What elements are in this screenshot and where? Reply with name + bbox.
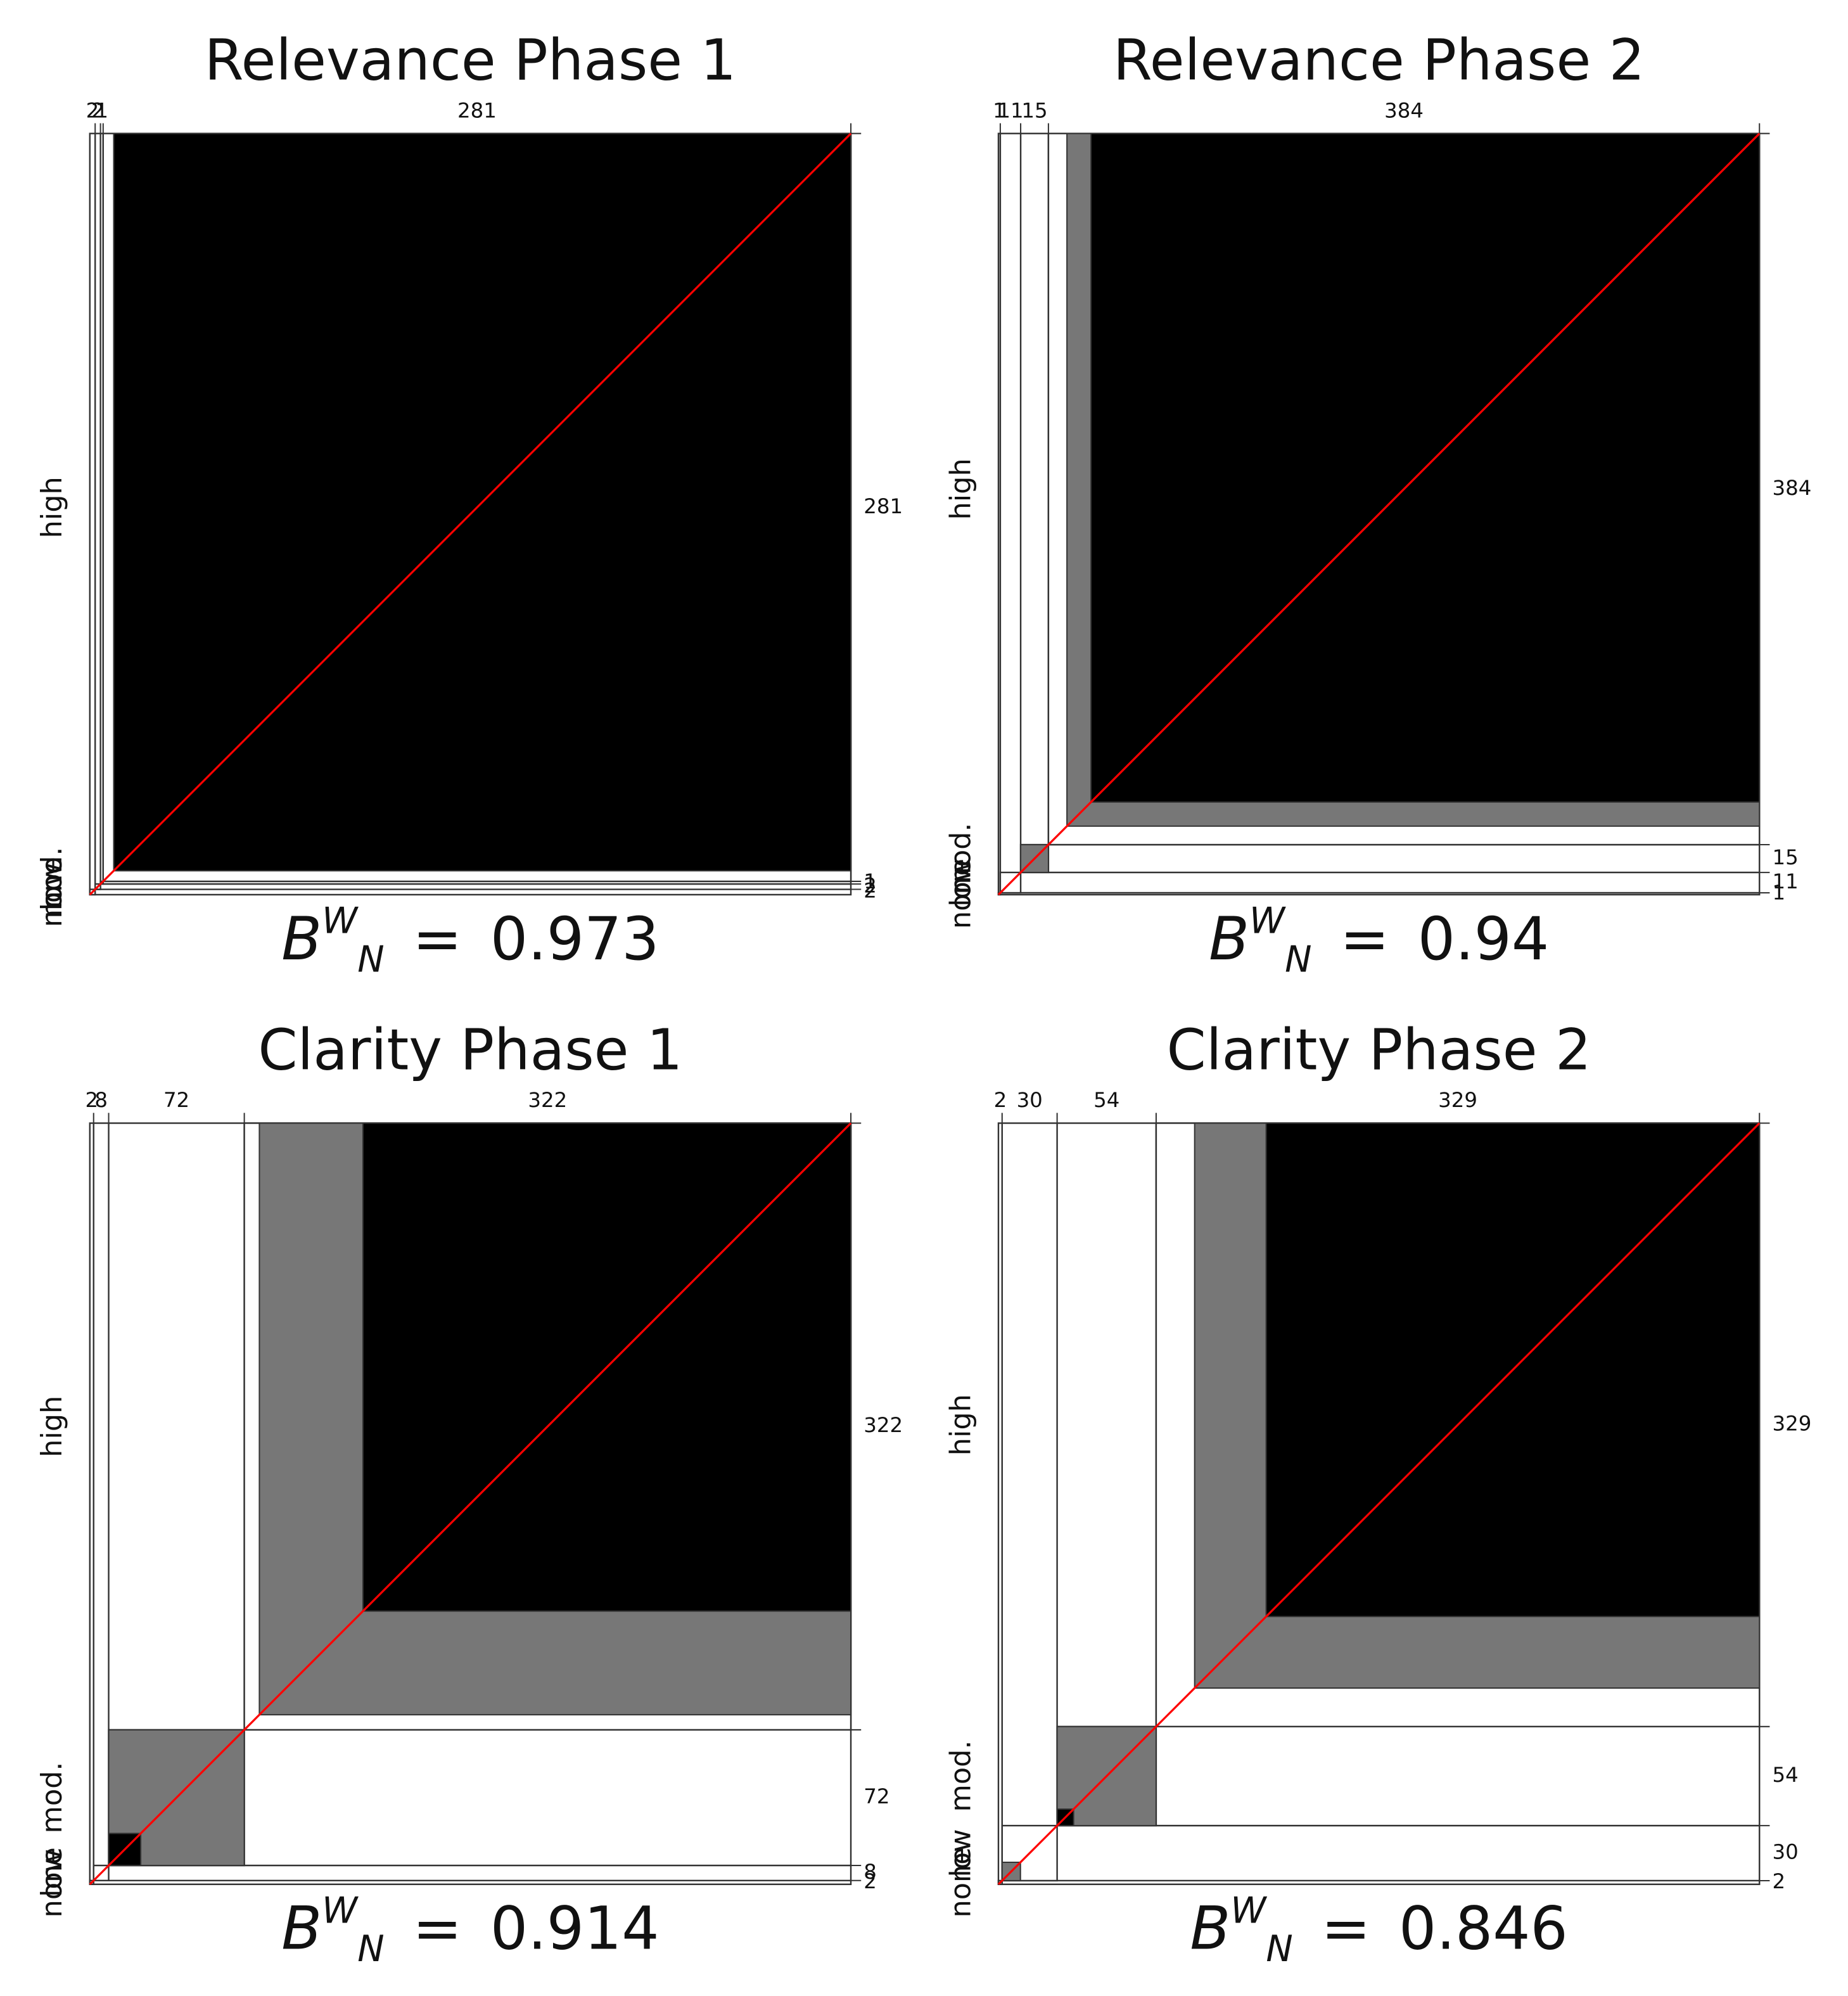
panel: Relevance Phase 122none22low11mod.281281… — [35, 28, 903, 980]
statistic-subscript: N — [357, 1928, 384, 1970]
right-tick-label: 30 — [1772, 1840, 1798, 1864]
chart-title: Clarity Phase 1 — [258, 1018, 682, 1084]
statistic-symbol: B — [1190, 1895, 1230, 1963]
diagonal — [997, 132, 1761, 896]
category-label: low — [35, 1849, 68, 1897]
statistic-operator: = — [1340, 905, 1389, 973]
right-tick-label: 72 — [863, 1784, 889, 1808]
statistic-value: 0.914 — [490, 1895, 660, 1963]
category-label: none — [35, 1847, 68, 1917]
category-label: high — [35, 477, 68, 538]
statistic-symbol: B — [1209, 905, 1249, 973]
right-tick-label: 2 — [863, 873, 877, 897]
statistic-operator: = — [1321, 1895, 1370, 1963]
category-label: mod. — [944, 822, 977, 894]
top-tick-label: 322 — [528, 1088, 567, 1112]
right-tick-label: 2 — [863, 879, 877, 903]
statistic-value: 0.94 — [1418, 905, 1549, 973]
top-tick-label: 54 — [1093, 1088, 1119, 1112]
right-tick-label: 329 — [1772, 1412, 1811, 1436]
category-label: none — [35, 857, 68, 927]
statistic-operator: = — [412, 905, 462, 973]
right-tick-label: 2 — [1772, 1869, 1785, 1893]
statistic: BWN = 0.94 — [1209, 900, 1549, 980]
top-tick-label: 15 — [1021, 98, 1047, 122]
panel: Clarity Phase 2 2 2 none 30 30 low 54 54 mod. 329 3… — [944, 1018, 1811, 1970]
diagonal — [997, 1122, 1761, 1885]
chart-title: Relevance Phase 1 — [205, 28, 737, 94]
statistic: BWN = 0.846 — [1190, 1890, 1567, 1970]
top-tick-label: 329 — [1438, 1088, 1477, 1112]
top-tick-label: 11 — [997, 98, 1023, 122]
statistic-subscript: N — [357, 938, 384, 980]
category-label: high — [944, 1394, 977, 1455]
right-tick-label: 384 — [1772, 476, 1811, 500]
top-tick-label: 2 — [86, 98, 99, 122]
chart-title: Relevance Phase 2 — [1113, 28, 1645, 94]
category-label: low — [944, 1829, 977, 1877]
right-tick-label: 281 — [863, 494, 903, 518]
category-label: high — [35, 1396, 68, 1457]
top-tick-label: 72 — [163, 1088, 189, 1112]
statistic-value: 0.846 — [1399, 1895, 1568, 1963]
top-tick-label: 2 — [85, 1088, 98, 1112]
top-tick-label: 2 — [91, 98, 105, 122]
statistic-subscript: N — [1285, 938, 1311, 980]
category-label: low — [944, 859, 977, 907]
category-label: none — [944, 1847, 977, 1917]
top-tick-label: 1 — [95, 98, 108, 122]
statistic-superscript: W — [1249, 900, 1286, 942]
statistic-symbol: B — [281, 905, 322, 973]
right-tick-label: 1 — [863, 869, 877, 893]
right-tick-label: 15 — [1772, 845, 1798, 869]
category-label: mod. — [944, 1740, 977, 1812]
statistic-operator: = — [412, 1895, 462, 1963]
statistic-superscript: W — [322, 1890, 359, 1931]
right-tick-label: 8 — [863, 1860, 877, 1884]
chart-title: Clarity Phase 2 — [1167, 1018, 1591, 1084]
top-tick-label: 2 — [994, 1088, 1007, 1112]
statistic: BWN = 0.914 — [281, 1890, 659, 1970]
statistic-subscript: N — [1266, 1928, 1292, 1970]
statistic-value: 0.973 — [490, 905, 660, 973]
statistic-superscript: W — [322, 900, 359, 942]
diagonal — [89, 1122, 852, 1885]
right-tick-label: 1 — [1772, 880, 1785, 904]
category-label: mod. — [35, 847, 68, 918]
statistic: BWN = 0.973 — [281, 900, 659, 980]
top-tick-label: 30 — [1017, 1088, 1043, 1112]
top-tick-label: 281 — [457, 98, 497, 122]
category-label: high — [944, 458, 977, 520]
right-tick-label: 11 — [1772, 869, 1798, 893]
top-tick-label: 384 — [1384, 98, 1424, 122]
diagonal — [89, 132, 852, 896]
panel: Relevance Phase 211none1111low1515mod.38… — [944, 28, 1811, 980]
category-label: mod. — [35, 1762, 68, 1833]
statistic-superscript: W — [1230, 1890, 1267, 1931]
right-tick-label: 54 — [1772, 1763, 1798, 1787]
category-label: none — [944, 859, 977, 929]
top-tick-label: 8 — [94, 1088, 108, 1112]
top-tick-label: 1 — [993, 98, 1006, 122]
panel: Clarity Phase 1 2 2 none 8 8 low 72 72 mod. 322 322… — [35, 1018, 903, 1970]
right-tick-label: 2 — [863, 1869, 877, 1893]
right-tick-label: 322 — [863, 1413, 903, 1437]
category-label: low — [35, 862, 68, 911]
statistic-symbol: B — [281, 1895, 322, 1963]
